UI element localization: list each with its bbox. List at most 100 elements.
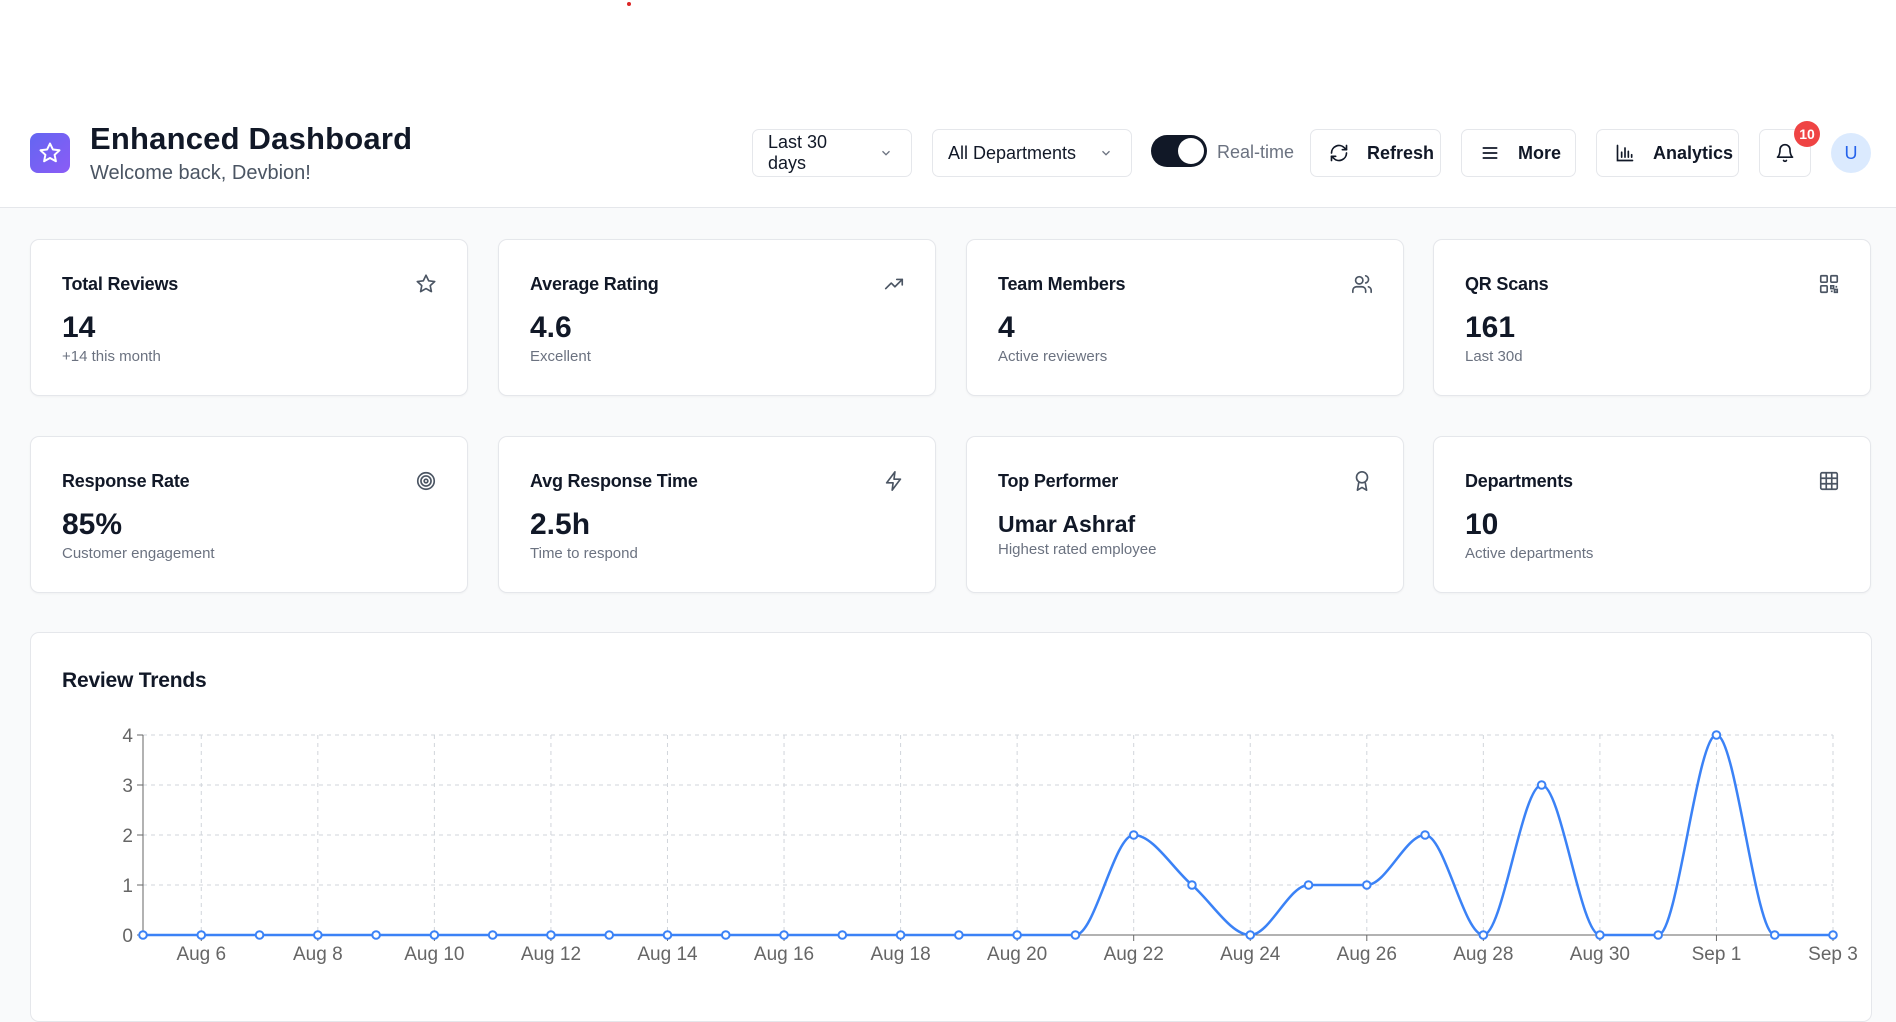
review-trends-chart: 0 1 2 3 4 Aug 6 Aug 8 Aug 10 Aug 12 Aug 14 Aug 16 A… <box>122 726 1858 965</box>
stat-subtext: Active reviewers <box>998 348 1108 365</box>
data-point <box>1536 780 1547 790</box>
refresh-button[interactable]: Refresh <box>1310 129 1441 177</box>
data-point <box>196 930 207 940</box>
refresh-icon <box>1329 143 1349 163</box>
data-point <box>604 930 615 940</box>
stat-subtext: Active departments <box>1465 545 1594 562</box>
x-tick-label: Aug 24 <box>1220 944 1281 965</box>
stat-value: 2.5h <box>530 508 591 541</box>
data-point <box>1303 880 1314 890</box>
data-point <box>1711 730 1722 740</box>
notification-badge: 10 <box>1794 121 1820 147</box>
x-tick-label: Aug 20 <box>987 944 1047 965</box>
data-point <box>1070 930 1081 940</box>
award-icon <box>1351 470 1373 492</box>
stat-card-qr-scans: QR Scans 161 Last 30d <box>1433 239 1871 396</box>
x-tick-label: Aug 14 <box>637 944 698 965</box>
bar-chart-icon <box>1615 143 1635 163</box>
stat-subtext: Excellent <box>530 348 591 365</box>
x-tick-label: Aug 16 <box>754 944 814 965</box>
analytics-button[interactable]: Analytics <box>1596 129 1739 177</box>
x-tick-label: Aug 30 <box>1570 944 1630 965</box>
realtime-label: Real-time <box>1217 142 1295 162</box>
y-tick-label: 1 <box>122 876 133 897</box>
stat-subtext: Time to respond <box>530 545 638 562</box>
x-tick-label: Aug 6 <box>176 944 226 965</box>
data-point <box>720 930 731 940</box>
y-tick-label: 4 <box>122 726 133 747</box>
qr-code-icon <box>1818 273 1840 295</box>
data-point <box>429 930 440 940</box>
stat-card-total-reviews: Total Reviews 14 +14 this month <box>30 239 468 396</box>
users-icon <box>1351 273 1373 295</box>
stat-subtext: Last 30d <box>1465 348 1523 365</box>
menu-icon <box>1480 143 1500 163</box>
data-point <box>138 930 148 940</box>
stat-value: Umar Ashraf <box>998 511 1136 537</box>
data-point <box>1769 930 1780 940</box>
analytics-label: Analytics <box>1653 142 1734 163</box>
data-point <box>1595 930 1605 940</box>
x-tick-label: Aug 12 <box>521 944 581 965</box>
stat-value: 4 <box>998 311 1015 344</box>
user-avatar[interactable]: U <box>1831 133 1871 173</box>
y-tick-label: 2 <box>122 826 133 847</box>
welcome-text: Welcome back, Devbion! <box>90 162 311 184</box>
data-point <box>546 930 556 940</box>
stat-label: Avg Response Time <box>530 471 698 491</box>
y-tick-label: 3 <box>122 776 133 797</box>
star-icon <box>415 273 437 295</box>
data-point <box>1478 930 1489 940</box>
stat-label: Team Members <box>998 274 1126 294</box>
zap-icon <box>883 470 905 492</box>
stat-label: Average Rating <box>530 274 659 294</box>
data-point <box>487 930 498 940</box>
data-point <box>954 930 964 940</box>
date-range-select[interactable]: Last 30 days <box>752 129 912 177</box>
data-point <box>837 930 848 940</box>
stat-label: QR Scans <box>1465 274 1549 294</box>
star-logo-icon <box>39 142 61 163</box>
stat-label: Response Rate <box>62 471 190 491</box>
stat-card-response-rate: Response Rate 85% Customer engagement <box>30 436 468 593</box>
more-button[interactable]: More <box>1461 129 1576 177</box>
stat-value: 161 <box>1465 311 1516 344</box>
chevron-down-icon <box>879 146 893 160</box>
grid-icon <box>1818 470 1840 492</box>
logo <box>30 133 70 173</box>
chevron-down-icon <box>1099 146 1113 160</box>
data-point <box>254 930 265 940</box>
trending-up-icon <box>883 273 905 295</box>
data-point <box>1653 930 1663 940</box>
department-select[interactable]: All Departments <box>932 129 1132 177</box>
x-tick-label: Sep 3 <box>1808 944 1858 965</box>
x-tick-label: Aug 18 <box>870 944 930 965</box>
stat-label: Top Performer <box>998 471 1119 491</box>
x-tick-label: Aug 26 <box>1337 944 1397 965</box>
stat-label: Total Reviews <box>62 274 179 294</box>
stat-card-departments: Departments 10 Active departments <box>1433 436 1871 593</box>
chart-title: Review Trends <box>62 669 207 692</box>
stat-label: Departments <box>1465 471 1573 491</box>
bell-icon <box>1775 143 1795 163</box>
more-label: More <box>1518 142 1562 163</box>
series-line-reviews <box>143 733 1833 937</box>
target-icon <box>415 470 437 492</box>
data-point <box>779 930 789 940</box>
realtime-toggle[interactable] <box>1151 135 1207 167</box>
stat-card-team-members: Team Members 4 Active reviewers <box>966 239 1404 396</box>
data-point <box>313 930 323 940</box>
stat-value: 4.6 <box>530 311 572 344</box>
data-point <box>1012 930 1022 940</box>
stat-card-top-performer: Top Performer Umar Ashraf Highest rated … <box>966 436 1404 593</box>
toggle-knob <box>1178 138 1204 164</box>
dashboard-header: Enhanced Dashboard Welcome back, Devbion… <box>0 104 1896 208</box>
data-point <box>1187 880 1197 890</box>
stat-subtext: Highest rated employee <box>998 541 1157 558</box>
refresh-label: Refresh <box>1367 142 1435 163</box>
y-tick-label: 0 <box>122 926 133 947</box>
stat-value: 10 <box>1465 508 1499 541</box>
stat-value: 85% <box>62 508 123 541</box>
data-point <box>1361 880 1372 890</box>
stat-card-avg-response-time: Avg Response Time 2.5h Time to respond <box>498 436 936 593</box>
